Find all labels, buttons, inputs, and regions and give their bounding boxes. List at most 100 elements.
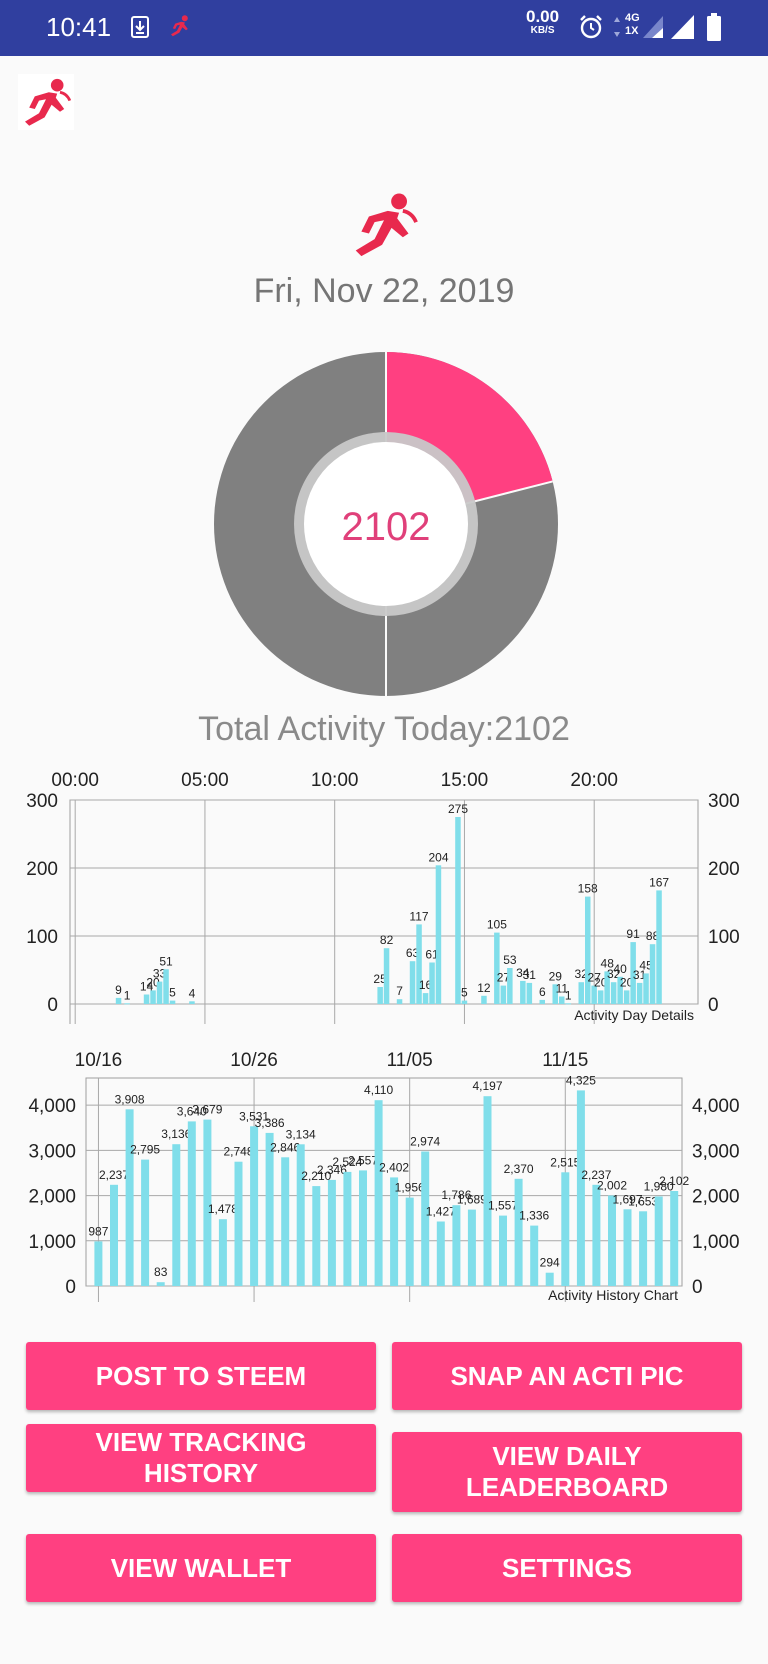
- y-tick-label-right: 4,000: [692, 1096, 740, 1117]
- bar-value-label: 2,748: [223, 1145, 253, 1159]
- bar: [592, 1184, 601, 1286]
- bar: [265, 1132, 274, 1286]
- activity-history-chart: 0 0 1,000 1,000 2,000 2,000 3,000 3,000 4,000 4,0…: [0, 1044, 768, 1314]
- bar-value-label: 167: [649, 875, 669, 889]
- bar-value-label: 3,640: [177, 1104, 207, 1118]
- bar-value-label: 2,370: [504, 1162, 534, 1176]
- bar-value-label: 1,478: [208, 1202, 238, 1216]
- data-arrows-icon: [613, 16, 621, 43]
- bar-value-label: 48: [601, 956, 615, 970]
- y-tick-label-right: 0: [692, 1277, 703, 1298]
- y-tick-label-right: 200: [708, 859, 740, 880]
- bar-value-label: 2,002: [597, 1179, 627, 1193]
- bar-value-label: 40: [613, 962, 627, 976]
- bar: [585, 896, 591, 1004]
- runner-logo-icon: [25, 78, 72, 126]
- y-tick-label-left: 1,000: [28, 1232, 76, 1253]
- bar-value-label: 82: [380, 933, 394, 947]
- bar: [94, 1241, 103, 1286]
- bar: [429, 962, 435, 1004]
- bar: [559, 996, 565, 1004]
- runner-icon: [346, 192, 422, 258]
- bar-value-label: 2,515: [550, 1155, 580, 1169]
- bar-value-label: 31: [633, 968, 647, 982]
- bar-value-label: 27: [497, 971, 511, 985]
- bar-value-label: 20: [594, 975, 608, 989]
- bar-value-label: 117: [409, 909, 428, 923]
- bar: [597, 990, 604, 1004]
- bar: [143, 994, 150, 1004]
- bar: [617, 976, 623, 1004]
- y-tick-label-right: 3,000: [692, 1141, 740, 1162]
- bar: [576, 1090, 585, 1286]
- chart-description: Activity History Chart: [548, 1287, 678, 1303]
- bar: [636, 982, 643, 1004]
- bar: [296, 1144, 305, 1286]
- view-tracking-history-button[interactable]: VIEW TRACKING HISTORY: [26, 1424, 376, 1492]
- donut-value: 2102: [342, 505, 431, 549]
- activity-day-chart: 0 0 100 100 200 200 300 300 00:00 05:00 10:00 15:00…: [0, 760, 768, 1030]
- net-speed-value: 0.00: [526, 7, 560, 26]
- bar-value-label: 204: [428, 850, 448, 864]
- y-tick-label-right: 1,000: [692, 1232, 740, 1253]
- network-type-main: 4G: [625, 12, 640, 24]
- bar: [377, 987, 383, 1004]
- bar: [405, 1197, 414, 1286]
- bar-value-label: 1,689: [457, 1193, 487, 1207]
- runner-notification-icon: [168, 14, 192, 43]
- bar: [189, 1001, 195, 1004]
- bar-value-label: 11: [556, 982, 569, 996]
- bar-value-label: 105: [487, 918, 507, 932]
- bar-value-label: 2,557: [348, 1153, 378, 1167]
- bar: [520, 980, 526, 1004]
- bar-value-label: 45: [639, 958, 653, 972]
- bar-value-label: 16: [419, 978, 433, 992]
- bar: [421, 1151, 430, 1286]
- bar-value-label: 987: [88, 1224, 108, 1238]
- post-to-steem-button[interactable]: POST TO STEEM: [26, 1342, 376, 1410]
- view-daily-leaderboard-button[interactable]: VIEW DAILY LEADERBOARD: [392, 1432, 742, 1512]
- bar-value-label: 2,846: [270, 1140, 300, 1154]
- bar: [545, 1272, 554, 1286]
- bar: [608, 1195, 616, 1286]
- bar: [604, 971, 610, 1004]
- bar-value-label: 61: [425, 948, 439, 962]
- bar-value-label: 4,197: [472, 1079, 502, 1093]
- view-wallet-button[interactable]: VIEW WALLET: [26, 1534, 376, 1602]
- settings-button[interactable]: SETTINGS: [392, 1534, 742, 1602]
- bar: [494, 932, 500, 1004]
- y-tick-label-left: 3,000: [28, 1141, 76, 1162]
- y-tick-label-left: 0: [65, 1277, 76, 1298]
- bar-value-label: 1,697: [612, 1192, 642, 1206]
- bar: [234, 1161, 243, 1286]
- bar-value-label: 1,956: [395, 1181, 425, 1195]
- network-type-sub: 1X: [625, 25, 639, 37]
- bar-value-label: 83: [154, 1265, 168, 1279]
- bar-value-label: 3,679: [192, 1103, 222, 1117]
- bar-value-label: 32: [607, 967, 621, 981]
- bar-value-label: 1: [565, 988, 572, 1002]
- snap-acti-pic-button[interactable]: SNAP AN ACTI PIC: [392, 1342, 742, 1410]
- bar: [578, 982, 584, 1004]
- bar-value-label: 2,102: [659, 1174, 689, 1188]
- bar: [396, 999, 403, 1004]
- y-tick-label-left: 0: [47, 995, 58, 1016]
- bar: [623, 990, 630, 1004]
- bar-value-label: 4,110: [364, 1083, 393, 1097]
- bar-value-label: 2,237: [99, 1168, 129, 1182]
- bar-value-label: 20: [146, 975, 160, 989]
- battery-icon: [706, 12, 722, 47]
- bar-value-label: 3,908: [115, 1092, 145, 1106]
- bar-value-label: 63: [406, 946, 420, 960]
- bar-value-label: 1,786: [441, 1188, 471, 1202]
- bar: [383, 948, 390, 1004]
- alarm-icon: [578, 14, 604, 45]
- bar: [124, 1003, 130, 1005]
- bar-value-label: 3,531: [239, 1109, 269, 1123]
- bar-value-label: 6: [539, 985, 546, 999]
- bar-value-label: 25: [373, 972, 387, 986]
- bar: [452, 1205, 461, 1286]
- bar-value-label: 3,134: [286, 1127, 316, 1141]
- x-tick-label: 15:00: [441, 770, 489, 791]
- bar-value-label: 27: [588, 971, 602, 985]
